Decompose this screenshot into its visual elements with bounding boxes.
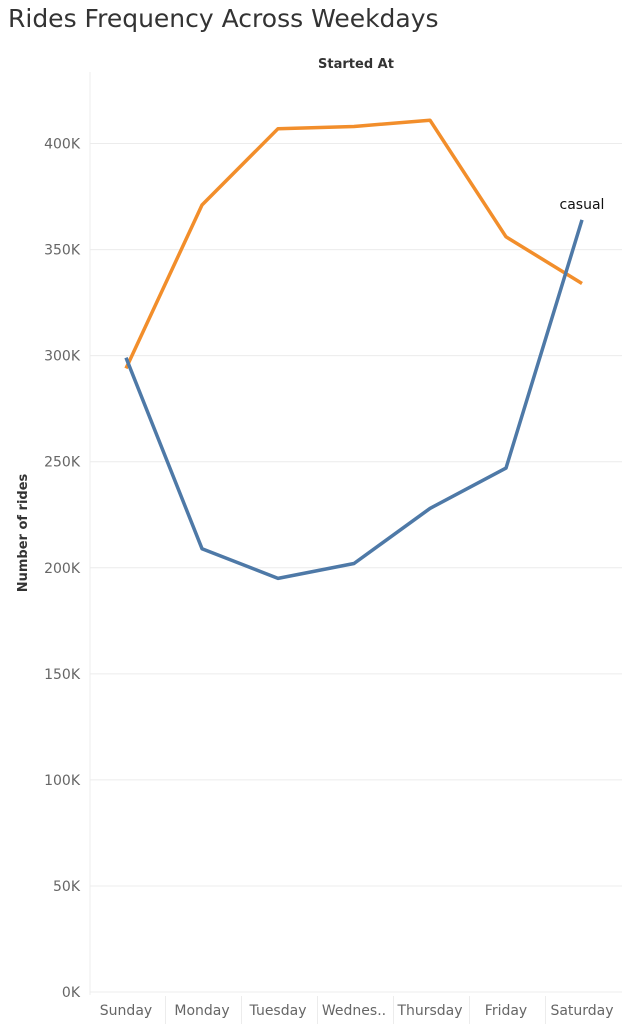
y-tick-label: 300K <box>44 349 81 365</box>
series-line <box>124 219 584 581</box>
y-tick-label: 50K <box>53 879 81 895</box>
chart-title: Rides Frequency Across Weekdays <box>8 4 439 33</box>
x-tick-label: Friday <box>485 1003 527 1019</box>
y-axis-title: Number of rides <box>16 473 31 592</box>
y-tick-label: 150K <box>44 667 81 683</box>
x-tick-label: Thursday <box>396 1003 462 1019</box>
y-tick-label: 250K <box>44 455 81 471</box>
y-axis-ticks: 0K 50K 100K 150K 200K 250K 300K 350K 400K <box>44 137 81 1002</box>
y-tick-label: 0K <box>62 985 81 1001</box>
y-tick-label: 400K <box>44 137 81 153</box>
x-tick-label: Wednes.. <box>322 1003 386 1019</box>
x-tick-label: Sunday <box>100 1003 152 1019</box>
x-axis-ticks: Sunday Monday Tuesday Wednes.. Thursday Frida… <box>100 1003 614 1019</box>
series-line <box>124 118 583 370</box>
x-tick-label: Saturday <box>550 1003 613 1019</box>
series-labels: casual <box>560 197 605 213</box>
series-label: casual <box>560 197 605 213</box>
series-lines <box>124 118 584 581</box>
x-tick-label: Monday <box>174 1003 229 1019</box>
y-tick-label: 100K <box>44 773 81 789</box>
y-tick-label: 350K <box>44 243 81 259</box>
x-axis-title: Started At <box>318 57 394 72</box>
x-tick-label: Tuesday <box>249 1003 307 1019</box>
y-tick-label: 200K <box>44 561 81 577</box>
gridlines <box>89 72 622 1024</box>
